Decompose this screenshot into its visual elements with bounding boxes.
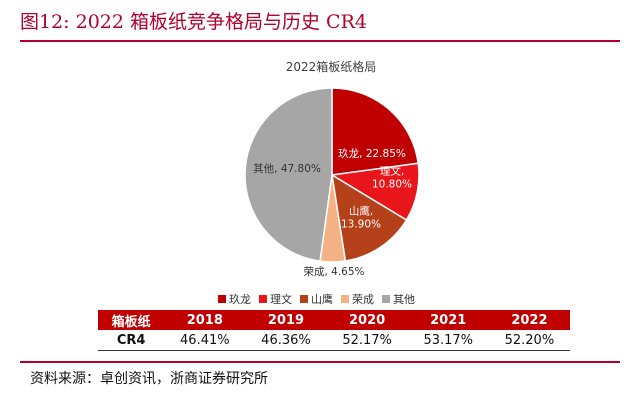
chart-title: 2022箱板纸格局 <box>286 59 377 74</box>
table-cell: 52.17% <box>326 330 408 351</box>
table-header-cell: 箱板纸 <box>98 310 165 330</box>
data-label-1: 理文, 10.80% <box>372 165 412 191</box>
legend-swatch <box>341 295 349 303</box>
legend-label: 其他 <box>393 293 415 306</box>
pie-labels: 玖龙, 22.85% 理文, 10.80% 山鹰, 13.90% 荣成, 4.65% 其他,… <box>253 147 412 278</box>
legend-item-liwen: 理文 <box>259 291 292 307</box>
data-label-2: 山鹰, 13.90% <box>341 205 381 231</box>
legend-label: 荣成 <box>352 293 374 306</box>
legend-swatch <box>218 295 226 303</box>
legend-label: 山鹰 <box>311 293 333 306</box>
pie-slice-4 <box>244 87 333 263</box>
table-header-cell: 2022 <box>488 310 570 330</box>
data-label-3: 荣成, 4.65% <box>303 266 364 278</box>
table-header-cell: 2020 <box>326 310 408 330</box>
legend-item-jiulong: 玖龙 <box>218 291 251 307</box>
table-header-row: 箱板纸 2018 2019 2020 2021 2022 <box>98 310 570 330</box>
cr4-table: 箱板纸 2018 2019 2020 2021 2022 CR4 46.41% … <box>98 310 570 351</box>
legend-swatch <box>259 295 267 303</box>
legend-label: 玖龙 <box>229 293 251 306</box>
pie-slice-0 <box>331 87 420 176</box>
legend-item-other: 其他 <box>382 291 415 307</box>
table-row-label: CR4 <box>98 330 165 351</box>
table-cell: 53.17% <box>407 330 489 351</box>
data-label-4: 其他, 47.80% <box>253 162 321 175</box>
source-rule <box>20 361 620 363</box>
table-header-cell: 2018 <box>164 310 246 330</box>
chart-legend: 玖龙 理文 山鹰 荣成 其他 <box>0 291 633 307</box>
title-rule <box>20 40 620 42</box>
legend-swatch <box>382 295 390 303</box>
table-cell: 46.36% <box>245 330 327 351</box>
table-header-cell: 2019 <box>245 310 327 330</box>
table-row: CR4 46.41% 46.36% 52.17% 53.17% 52.20% <box>98 330 570 351</box>
figure-title: 图12: 2022 箱板纸竞争格局与历史 CR4 <box>20 11 367 33</box>
pie-slice-2 <box>331 173 408 262</box>
pie-slices <box>244 87 420 263</box>
legend-swatch <box>300 295 308 303</box>
source-note: 资料来源：卓创资讯，浙商证券研究所 <box>30 371 268 387</box>
legend-item-shanying: 山鹰 <box>300 291 333 307</box>
legend-item-rongcheng: 荣成 <box>341 291 374 307</box>
table-cell: 46.41% <box>164 330 246 351</box>
data-label-0: 玖龙, 22.85% <box>338 147 406 160</box>
legend-label: 理文 <box>270 293 292 306</box>
table-header-cell: 2021 <box>407 310 489 330</box>
table-cell: 52.20% <box>488 330 570 351</box>
